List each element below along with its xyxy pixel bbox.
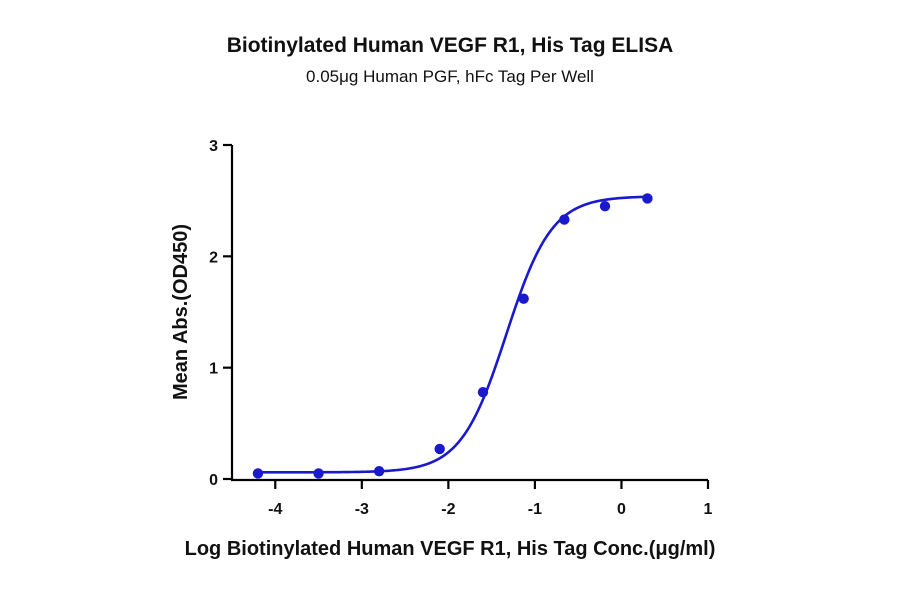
y-axis-label: Mean Abs.(OD450) <box>170 224 192 400</box>
data-point <box>559 214 570 225</box>
y-tick-label: 3 <box>209 138 218 155</box>
fit-curve-layer <box>257 195 648 474</box>
data-point <box>373 466 385 477</box>
x-axis-label: Log Biotinylated Human VEGF R1, His Tag … <box>185 538 716 560</box>
data-point <box>518 293 529 304</box>
data-point <box>252 468 264 479</box>
y-tick-label: 2 <box>209 249 218 266</box>
x-tick-label: -1 <box>528 501 542 518</box>
x-tick-label: -3 <box>355 501 369 518</box>
fit-curve <box>257 195 648 474</box>
chart-title: Biotinylated Human VEGF R1, His Tag ELIS… <box>227 34 674 57</box>
data-point <box>477 386 489 398</box>
y-tick-label: 0 <box>209 472 218 489</box>
x-tick-label: 0 <box>617 501 626 518</box>
x-tick-label: -4 <box>268 501 282 518</box>
x-tick-label: 1 <box>704 501 713 518</box>
data-point <box>642 193 653 204</box>
data-point <box>434 443 445 455</box>
y-tick-label: 1 <box>209 361 218 378</box>
data-points <box>252 193 653 479</box>
data-point <box>599 201 611 212</box>
x-tick-label: -2 <box>441 501 455 518</box>
axes: 0 1 2 3 -4 -3 -2 -1 0 1 <box>209 138 712 518</box>
data-point <box>313 468 324 479</box>
chart-subtitle: 0.05μg Human PGF, hFc Tag Per Well <box>306 67 594 86</box>
